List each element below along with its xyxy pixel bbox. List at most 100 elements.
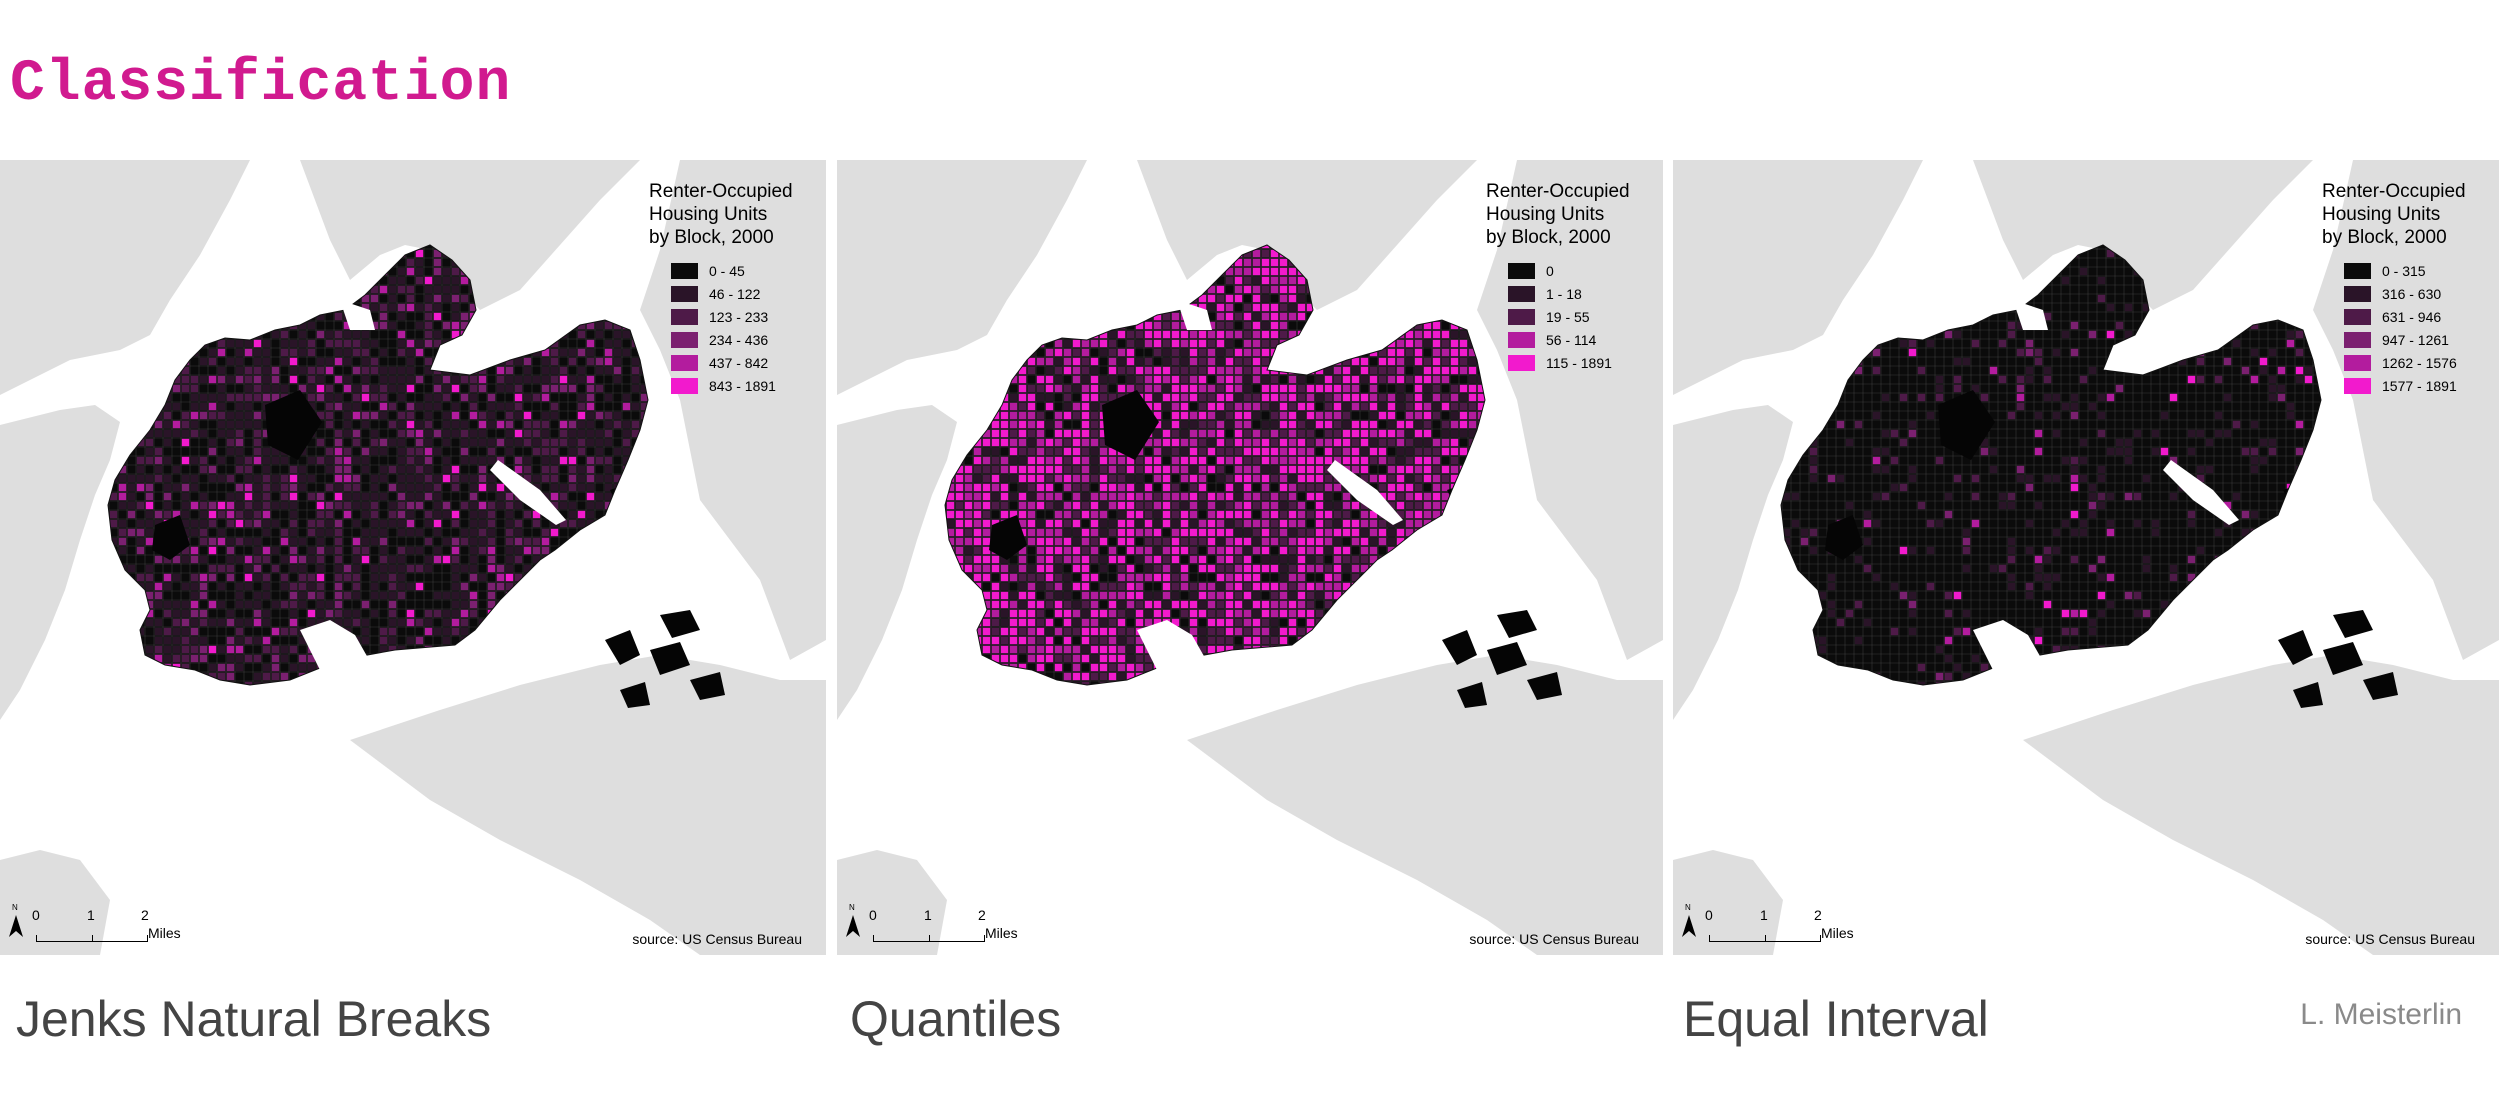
census-block (1117, 519, 1126, 528)
census-block (253, 519, 262, 528)
census-block (1261, 636, 1270, 645)
census-block (1036, 357, 1045, 366)
census-block (397, 555, 406, 564)
census-block (190, 456, 199, 465)
census-block (163, 582, 172, 591)
census-block (1198, 582, 1207, 591)
census-block (379, 537, 388, 546)
census-block (289, 474, 298, 483)
census-block (271, 366, 280, 375)
census-block (1261, 582, 1270, 591)
census-block (415, 438, 424, 447)
census-block (163, 474, 172, 483)
census-block (235, 411, 244, 420)
census-block (1216, 564, 1225, 573)
census-block (343, 447, 352, 456)
census-block (1396, 375, 1405, 384)
census-block (1153, 393, 1162, 402)
census-block (550, 492, 559, 501)
census-block (1162, 384, 1171, 393)
census-block (1225, 375, 1234, 384)
census-block (1090, 375, 1099, 384)
census-block (415, 564, 424, 573)
census-block (1198, 411, 1207, 420)
census-block (1063, 600, 1072, 609)
census-block (1252, 573, 1261, 582)
census-block (514, 393, 523, 402)
census-block (424, 474, 433, 483)
census-block (541, 429, 550, 438)
census-block (460, 429, 469, 438)
census-block (262, 582, 271, 591)
census-block (1297, 564, 1306, 573)
census-block (109, 537, 118, 546)
census-block (595, 384, 604, 393)
census-block (1297, 573, 1306, 582)
census-block (1045, 465, 1054, 474)
census-block (1387, 537, 1396, 546)
census-block (433, 375, 442, 384)
census-block (1441, 393, 1450, 402)
census-block (1171, 339, 1180, 348)
census-block (1036, 618, 1045, 627)
census-block (1432, 501, 1441, 510)
census-block (1054, 573, 1063, 582)
census-block (1090, 447, 1099, 456)
census-block (397, 519, 406, 528)
census-block (1315, 438, 1324, 447)
census-block (1252, 465, 1261, 474)
census-block (145, 474, 154, 483)
census-block (406, 474, 415, 483)
census-block (1252, 447, 1261, 456)
census-block (1126, 483, 1135, 492)
census-block (1162, 447, 1171, 456)
census-block (1009, 456, 1018, 465)
census-block (1108, 636, 1117, 645)
census-block (1261, 501, 1270, 510)
census-block (388, 294, 397, 303)
census-block (1054, 447, 1063, 456)
census-block (316, 519, 325, 528)
census-block (514, 546, 523, 555)
census-block (343, 564, 352, 573)
census-block (1225, 600, 1234, 609)
census-block (235, 555, 244, 564)
census-block (1171, 348, 1180, 357)
water-inlet (340, 300, 375, 330)
census-block (1243, 375, 1252, 384)
census-block (397, 330, 406, 339)
census-block (1162, 474, 1171, 483)
census-block (460, 564, 469, 573)
census-block (514, 357, 523, 366)
census-block (469, 519, 478, 528)
census-block (1000, 654, 1009, 663)
census-block (406, 582, 415, 591)
census-block (217, 600, 226, 609)
census-block (1216, 357, 1225, 366)
census-block (1027, 357, 1036, 366)
census-block (280, 492, 289, 501)
census-block (1045, 564, 1054, 573)
census-block (1162, 375, 1171, 384)
census-block (451, 591, 460, 600)
census-block (244, 420, 253, 429)
census-block (1090, 537, 1099, 546)
census-block (568, 465, 577, 474)
census-block (1414, 438, 1423, 447)
census-block (514, 375, 523, 384)
census-block (1207, 420, 1216, 429)
census-block (1423, 492, 1432, 501)
census-block (1261, 294, 1270, 303)
census-block (1000, 492, 1009, 501)
census-block (1045, 555, 1054, 564)
census-block (397, 303, 406, 312)
census-block (1333, 402, 1342, 411)
census-block (964, 492, 973, 501)
census-block (991, 447, 1000, 456)
census-block (1459, 420, 1468, 429)
census-block (469, 600, 478, 609)
census-block (460, 474, 469, 483)
census-block (1171, 546, 1180, 555)
census-block (1288, 402, 1297, 411)
census-block (1261, 366, 1270, 375)
